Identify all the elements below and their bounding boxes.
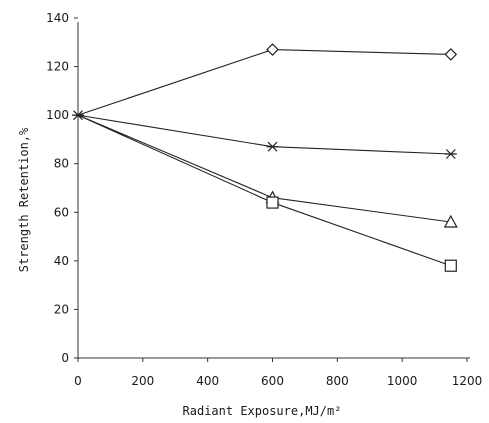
y-tick-label: 40 (54, 254, 69, 268)
series-line-asterisk (77, 114, 451, 155)
diamond-marker-1 (266, 43, 279, 56)
triangle-marker-2 (443, 214, 458, 228)
x-tick-label: 1000 (387, 374, 418, 388)
y-tick-label: 100 (46, 108, 69, 122)
x-axis-title: Radiant Exposure,MJ/m² (183, 404, 342, 418)
x-tick-label: 800 (326, 374, 349, 388)
series-line-triangle (77, 114, 451, 223)
x-tick-label: 400 (196, 374, 219, 388)
y-tick-label: 0 (61, 351, 69, 365)
series-markers (72, 43, 458, 272)
axes (77, 22, 470, 359)
diamond-marker-2 (444, 48, 458, 61)
x-tick-label: 200 (131, 374, 154, 388)
series-lines (77, 49, 451, 267)
y-tick-label: 80 (54, 157, 69, 171)
x-ticks: 0 200 400 600 800 1000 1200 (74, 358, 482, 388)
square-marker-2 (444, 259, 457, 272)
asterisk-marker-0 (72, 110, 84, 121)
square-marker-1 (266, 196, 279, 209)
y-tick-label: 140 (46, 11, 69, 25)
y-tick-label: 20 (54, 302, 69, 316)
series-line-square (77, 114, 451, 267)
x-tick-label: 600 (261, 374, 284, 388)
asterisk-marker-1 (266, 141, 279, 152)
y-tick-label: 60 (54, 205, 69, 219)
y-axis-title: Strength Retention,% (17, 127, 31, 272)
y-tick-label: 120 (46, 60, 69, 74)
y-ticks: 0 20 40 60 80 100 120 140 (46, 11, 78, 365)
series-line-diamond (77, 49, 451, 116)
x-tick-label: 0 (74, 374, 82, 388)
asterisk-marker-2 (444, 149, 457, 159)
x-tick-label: 1200 (452, 374, 483, 388)
